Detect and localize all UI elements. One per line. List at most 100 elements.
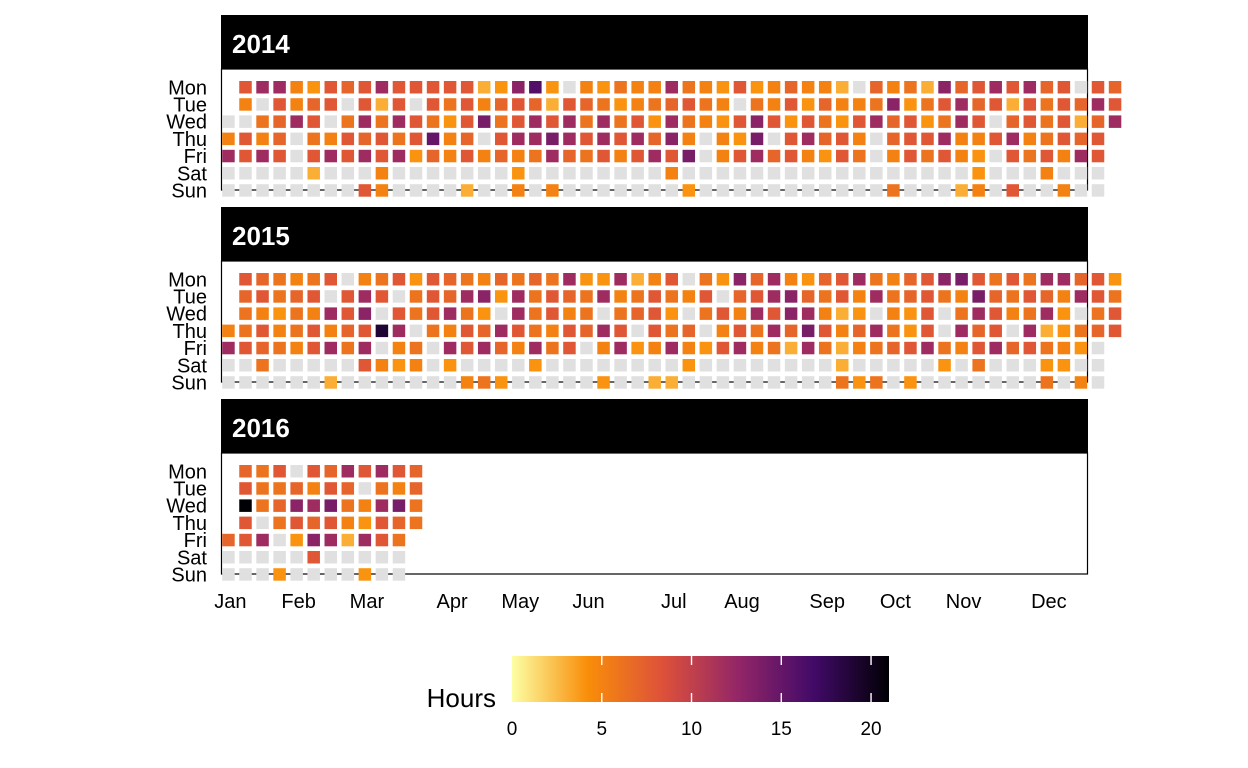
day-cell bbox=[426, 359, 440, 372]
day-cell bbox=[801, 132, 815, 146]
day-cell bbox=[801, 98, 815, 111]
day-cell bbox=[818, 184, 832, 197]
day-cell bbox=[1023, 307, 1037, 320]
day-cell bbox=[460, 115, 474, 128]
day-cell bbox=[239, 324, 252, 338]
day-cell bbox=[477, 376, 491, 389]
day-cell bbox=[563, 115, 576, 128]
day-cell bbox=[784, 307, 798, 320]
legend-colorbar bbox=[512, 656, 889, 702]
day-cell bbox=[290, 341, 303, 355]
day-cell bbox=[409, 81, 423, 94]
day-cell bbox=[699, 324, 713, 338]
day-cell bbox=[1074, 359, 1088, 372]
day-cell bbox=[239, 359, 252, 372]
day-cell bbox=[273, 551, 286, 564]
day-cell bbox=[1040, 81, 1054, 94]
day-cell bbox=[682, 273, 696, 286]
day-cell bbox=[358, 132, 372, 146]
day-cell bbox=[375, 184, 389, 197]
day-cell bbox=[955, 359, 968, 372]
day-cell bbox=[546, 290, 559, 303]
calendar-cells bbox=[222, 465, 423, 581]
day-cell bbox=[546, 98, 559, 111]
day-cell bbox=[529, 149, 542, 163]
day-cell bbox=[631, 167, 644, 180]
day-cell bbox=[1074, 98, 1088, 111]
day-cell bbox=[733, 184, 747, 197]
day-cell bbox=[563, 98, 576, 111]
day-cell bbox=[324, 341, 337, 355]
day-cell bbox=[921, 324, 934, 338]
day-cell bbox=[1074, 324, 1088, 338]
day-cell bbox=[767, 184, 781, 197]
day-cell bbox=[1074, 376, 1088, 389]
day-cell bbox=[665, 98, 678, 111]
day-cell bbox=[1091, 167, 1105, 180]
day-cell bbox=[460, 376, 474, 389]
day-cell bbox=[256, 149, 269, 163]
day-cell bbox=[256, 184, 269, 197]
day-cell bbox=[375, 132, 389, 146]
day-cell bbox=[597, 307, 610, 320]
day-cell bbox=[767, 98, 781, 111]
day-cell bbox=[392, 149, 406, 163]
day-cell bbox=[1091, 149, 1105, 163]
day-cell bbox=[699, 167, 713, 180]
day-cell bbox=[358, 359, 372, 372]
day-cell bbox=[853, 132, 866, 146]
day-cell bbox=[1057, 341, 1071, 355]
day-cell bbox=[955, 115, 968, 128]
day-cell bbox=[341, 115, 355, 128]
day-cell bbox=[665, 149, 678, 163]
day-cell bbox=[1040, 115, 1054, 128]
day-cell bbox=[1091, 81, 1105, 94]
day-cell bbox=[818, 290, 832, 303]
day-cell bbox=[750, 376, 764, 389]
day-cell bbox=[375, 516, 389, 530]
day-cell bbox=[836, 376, 849, 389]
day-cell bbox=[699, 184, 713, 197]
day-cell bbox=[631, 115, 644, 128]
day-cell bbox=[341, 290, 355, 303]
day-cell bbox=[750, 81, 764, 94]
day-cell bbox=[529, 359, 542, 372]
day-cell bbox=[580, 307, 593, 320]
day-cell bbox=[512, 324, 525, 338]
day-cell bbox=[358, 482, 372, 495]
day-cell bbox=[631, 132, 644, 146]
day-cell bbox=[1108, 115, 1122, 128]
day-cell bbox=[546, 184, 559, 197]
day-cell bbox=[409, 499, 423, 512]
day-cell bbox=[256, 273, 269, 286]
day-cell bbox=[256, 98, 269, 111]
day-cell bbox=[631, 307, 644, 320]
day-cell bbox=[426, 273, 440, 286]
day-cell bbox=[801, 307, 815, 320]
day-cell bbox=[767, 132, 781, 146]
panel-frame bbox=[220, 452, 1089, 575]
day-cell bbox=[307, 533, 320, 547]
day-cell bbox=[392, 290, 406, 303]
month-label-feb: Feb bbox=[281, 591, 315, 613]
day-cell bbox=[989, 115, 1002, 128]
day-cell bbox=[614, 324, 627, 338]
day-cell bbox=[290, 115, 303, 128]
day-label-thu: Thu bbox=[173, 513, 207, 535]
day-cell bbox=[614, 341, 627, 355]
day-cell bbox=[273, 184, 286, 197]
day-cell bbox=[699, 149, 713, 163]
day-cell bbox=[921, 341, 934, 355]
day-cell bbox=[870, 98, 883, 111]
day-cell bbox=[614, 98, 627, 111]
day-cell bbox=[256, 482, 269, 495]
day-cell bbox=[767, 341, 781, 355]
day-cell bbox=[477, 341, 491, 355]
day-cell bbox=[716, 290, 730, 303]
day-cell bbox=[818, 98, 832, 111]
day-cell bbox=[375, 115, 389, 128]
day-cell bbox=[938, 81, 951, 94]
day-cell bbox=[477, 324, 491, 338]
day-cell bbox=[938, 341, 951, 355]
